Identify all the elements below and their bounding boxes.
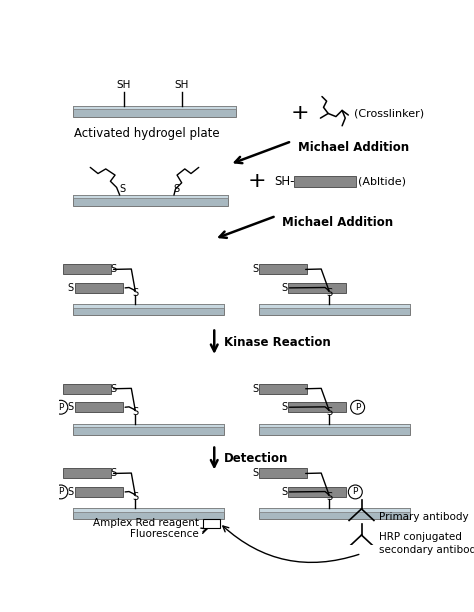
- Bar: [73, 424, 224, 427]
- Bar: [259, 468, 307, 479]
- Bar: [288, 402, 346, 412]
- Bar: [63, 264, 111, 274]
- Text: HRP conjugated
secondary antibody: HRP conjugated secondary antibody: [379, 532, 474, 554]
- Text: SH: SH: [174, 80, 189, 89]
- Text: Michael Addition: Michael Addition: [283, 215, 393, 228]
- Text: Detection: Detection: [224, 452, 288, 465]
- Text: S: S: [281, 283, 287, 293]
- Circle shape: [54, 485, 68, 499]
- Text: S: S: [110, 468, 117, 479]
- Text: S: S: [252, 264, 258, 274]
- Bar: [75, 283, 123, 293]
- Text: S: S: [281, 402, 287, 412]
- Text: +: +: [247, 171, 266, 191]
- Bar: [75, 487, 123, 497]
- Bar: [259, 509, 410, 519]
- Text: (Abltide): (Abltide): [357, 176, 406, 186]
- Bar: [294, 176, 356, 187]
- Text: S: S: [132, 288, 138, 298]
- Bar: [73, 304, 224, 307]
- Bar: [75, 402, 123, 412]
- Text: S: S: [68, 487, 74, 497]
- Bar: [259, 509, 410, 512]
- Text: P: P: [355, 403, 360, 412]
- Text: +: +: [290, 103, 309, 124]
- Bar: [73, 195, 228, 206]
- Text: P: P: [353, 487, 358, 496]
- Text: Activated hydrogel plate: Activated hydrogel plate: [73, 127, 219, 140]
- Bar: [259, 384, 307, 394]
- Text: P: P: [58, 487, 64, 496]
- Bar: [259, 424, 410, 427]
- Text: S: S: [326, 492, 332, 502]
- Bar: [73, 195, 228, 198]
- Text: SH-: SH-: [274, 175, 294, 188]
- Bar: [259, 424, 410, 435]
- Bar: [288, 283, 346, 293]
- Bar: [63, 384, 111, 394]
- Text: Primary antibody: Primary antibody: [379, 512, 468, 521]
- Text: P: P: [58, 403, 64, 412]
- Bar: [73, 106, 236, 116]
- Circle shape: [351, 400, 365, 414]
- Text: S: S: [119, 184, 125, 194]
- Text: Amplex Red reagent: Amplex Red reagent: [93, 518, 199, 528]
- Text: S: S: [68, 283, 74, 293]
- Text: Fluorescence: Fluorescence: [130, 529, 199, 539]
- Text: S: S: [132, 407, 138, 417]
- Text: S: S: [281, 487, 287, 497]
- Bar: [259, 304, 410, 315]
- Text: S: S: [326, 407, 332, 417]
- Circle shape: [354, 546, 369, 561]
- Text: (Crosslinker): (Crosslinker): [354, 108, 424, 119]
- Text: Kinase Reaction: Kinase Reaction: [224, 337, 330, 349]
- Bar: [73, 424, 224, 435]
- Circle shape: [348, 485, 362, 499]
- Text: S: S: [173, 184, 179, 194]
- Bar: [73, 106, 236, 109]
- Text: S: S: [132, 492, 138, 502]
- Text: S: S: [110, 384, 117, 394]
- Text: Michael Addition: Michael Addition: [298, 141, 409, 154]
- Text: SH: SH: [117, 80, 131, 89]
- Bar: [259, 304, 410, 307]
- Circle shape: [54, 400, 68, 414]
- Text: S: S: [110, 264, 117, 274]
- Text: S: S: [252, 468, 258, 479]
- Bar: [73, 304, 224, 315]
- Bar: [73, 509, 224, 519]
- Bar: [63, 468, 111, 479]
- Text: S: S: [252, 384, 258, 394]
- Bar: [259, 264, 307, 274]
- Bar: [202, 518, 219, 528]
- Text: S: S: [68, 402, 74, 412]
- Text: S: S: [326, 288, 332, 298]
- Bar: [288, 487, 346, 497]
- Bar: [73, 509, 224, 512]
